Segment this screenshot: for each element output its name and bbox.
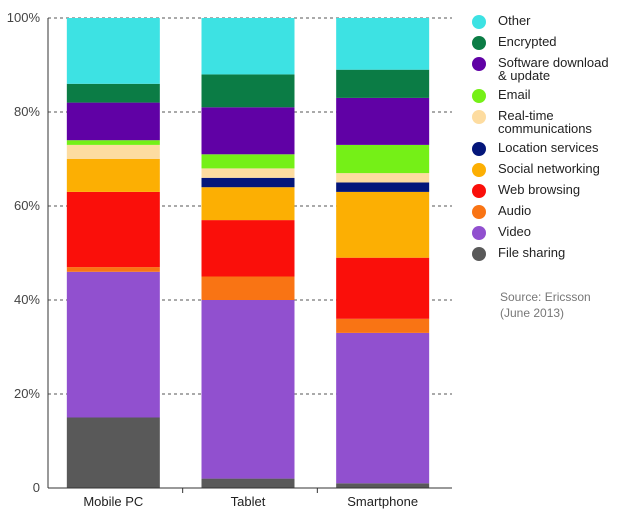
bar-segment-software-download-update bbox=[66, 102, 160, 141]
y-tick-label: 80% bbox=[14, 104, 40, 119]
x-category-label: Smartphone bbox=[347, 494, 418, 509]
y-tick-label: 20% bbox=[14, 386, 40, 401]
legend-label: Web browsing bbox=[498, 182, 581, 197]
y-tick-label: 60% bbox=[14, 198, 40, 213]
bar-segment-email bbox=[201, 154, 295, 169]
bar-segment-web-browsing bbox=[66, 191, 160, 268]
legend-label: Social networking bbox=[498, 161, 600, 176]
legend-label: Location services bbox=[498, 140, 599, 155]
bar-segment-real-time-communications bbox=[336, 173, 430, 183]
x-category-label: Mobile PC bbox=[83, 494, 143, 509]
legend-label: Real-time communications bbox=[498, 108, 592, 136]
bar-segment-location-services bbox=[201, 177, 295, 188]
legend-swatch bbox=[472, 142, 486, 156]
y-tick-label: 40% bbox=[14, 292, 40, 307]
bar-segment-email bbox=[336, 144, 430, 174]
chart-legend: Other Encrypted Software download & update… bbox=[472, 14, 617, 267]
bar-segment-real-time-communications bbox=[201, 168, 295, 178]
legend-label: Email bbox=[498, 87, 531, 102]
bar-segment-web-browsing bbox=[336, 257, 430, 319]
legend-item: Encrypted bbox=[472, 35, 617, 50]
legend-label: Video bbox=[498, 224, 532, 239]
stacked-bar-chart: 0 20% 40% 60% 80% 100% Mobile PC Tablet Smartpho… bbox=[7, 10, 452, 509]
legend-item: Software download & update bbox=[472, 56, 617, 82]
legend-swatch bbox=[472, 110, 486, 124]
legend-item: Video bbox=[472, 225, 617, 240]
bar-segment-web-browsing bbox=[201, 220, 295, 277]
source-line: Source: Ericsson bbox=[500, 290, 591, 304]
bar-segment-encrypted bbox=[201, 74, 295, 108]
bar-segment-file-sharing bbox=[201, 478, 295, 488]
source-note: Source: Ericsson (June 2013) bbox=[500, 289, 591, 321]
legend-swatch bbox=[472, 163, 486, 177]
legend-item: Audio bbox=[472, 204, 617, 219]
bar-segment-other bbox=[66, 18, 160, 84]
bar-segment-email bbox=[66, 140, 160, 145]
legend-label: Audio bbox=[498, 203, 532, 218]
bar-segment-software-download-update bbox=[336, 97, 430, 145]
legend-item: File sharing bbox=[472, 246, 617, 261]
bar-segment-software-download-update bbox=[201, 107, 295, 155]
bar-segment-other bbox=[201, 18, 295, 75]
legend-label: Encrypted bbox=[498, 34, 557, 49]
legend-item: Other bbox=[472, 14, 617, 29]
bar-segment-encrypted bbox=[66, 83, 160, 103]
legend-swatch bbox=[472, 15, 486, 29]
bar-segment-social-networking bbox=[66, 159, 160, 192]
legend-label: File sharing bbox=[498, 245, 566, 260]
bar-segment-real-time-communications bbox=[66, 144, 160, 159]
legend-item: Web browsing bbox=[472, 183, 617, 198]
bar-segment-encrypted bbox=[336, 69, 430, 98]
legend-label: Software download & update bbox=[498, 55, 609, 83]
bar-segment-video bbox=[201, 300, 295, 479]
legend-item: Email bbox=[472, 88, 617, 103]
legend-label: Other bbox=[498, 13, 531, 28]
legend-swatch bbox=[472, 184, 486, 198]
y-tick-label: 0 bbox=[33, 480, 40, 495]
y-tick-label: 100% bbox=[7, 10, 41, 25]
legend-swatch bbox=[472, 36, 486, 50]
bar-segment-social-networking bbox=[201, 187, 295, 221]
legend-item: Social networking bbox=[472, 162, 617, 177]
bar-segment-audio bbox=[336, 318, 430, 333]
legend-swatch bbox=[472, 226, 486, 240]
legend-item: Location services bbox=[472, 141, 617, 156]
bar-segment-audio bbox=[66, 267, 160, 272]
legend-swatch bbox=[472, 57, 486, 71]
bar-segment-social-networking bbox=[336, 191, 430, 258]
bar-segment-location-services bbox=[336, 182, 430, 192]
legend-swatch bbox=[472, 89, 486, 103]
x-category-label: Tablet bbox=[231, 494, 266, 509]
legend-item: Real-time communications bbox=[472, 109, 617, 135]
bar-segment-video bbox=[66, 271, 160, 418]
source-date: (June 2013) bbox=[500, 306, 565, 320]
bar-segment-other bbox=[336, 18, 430, 70]
legend-swatch bbox=[472, 205, 486, 219]
legend-swatch bbox=[472, 247, 486, 261]
bar-segment-audio bbox=[201, 276, 295, 300]
bar-segment-file-sharing bbox=[66, 417, 160, 488]
bar-segment-file-sharing bbox=[336, 483, 430, 488]
bar-segment-video bbox=[336, 332, 430, 484]
